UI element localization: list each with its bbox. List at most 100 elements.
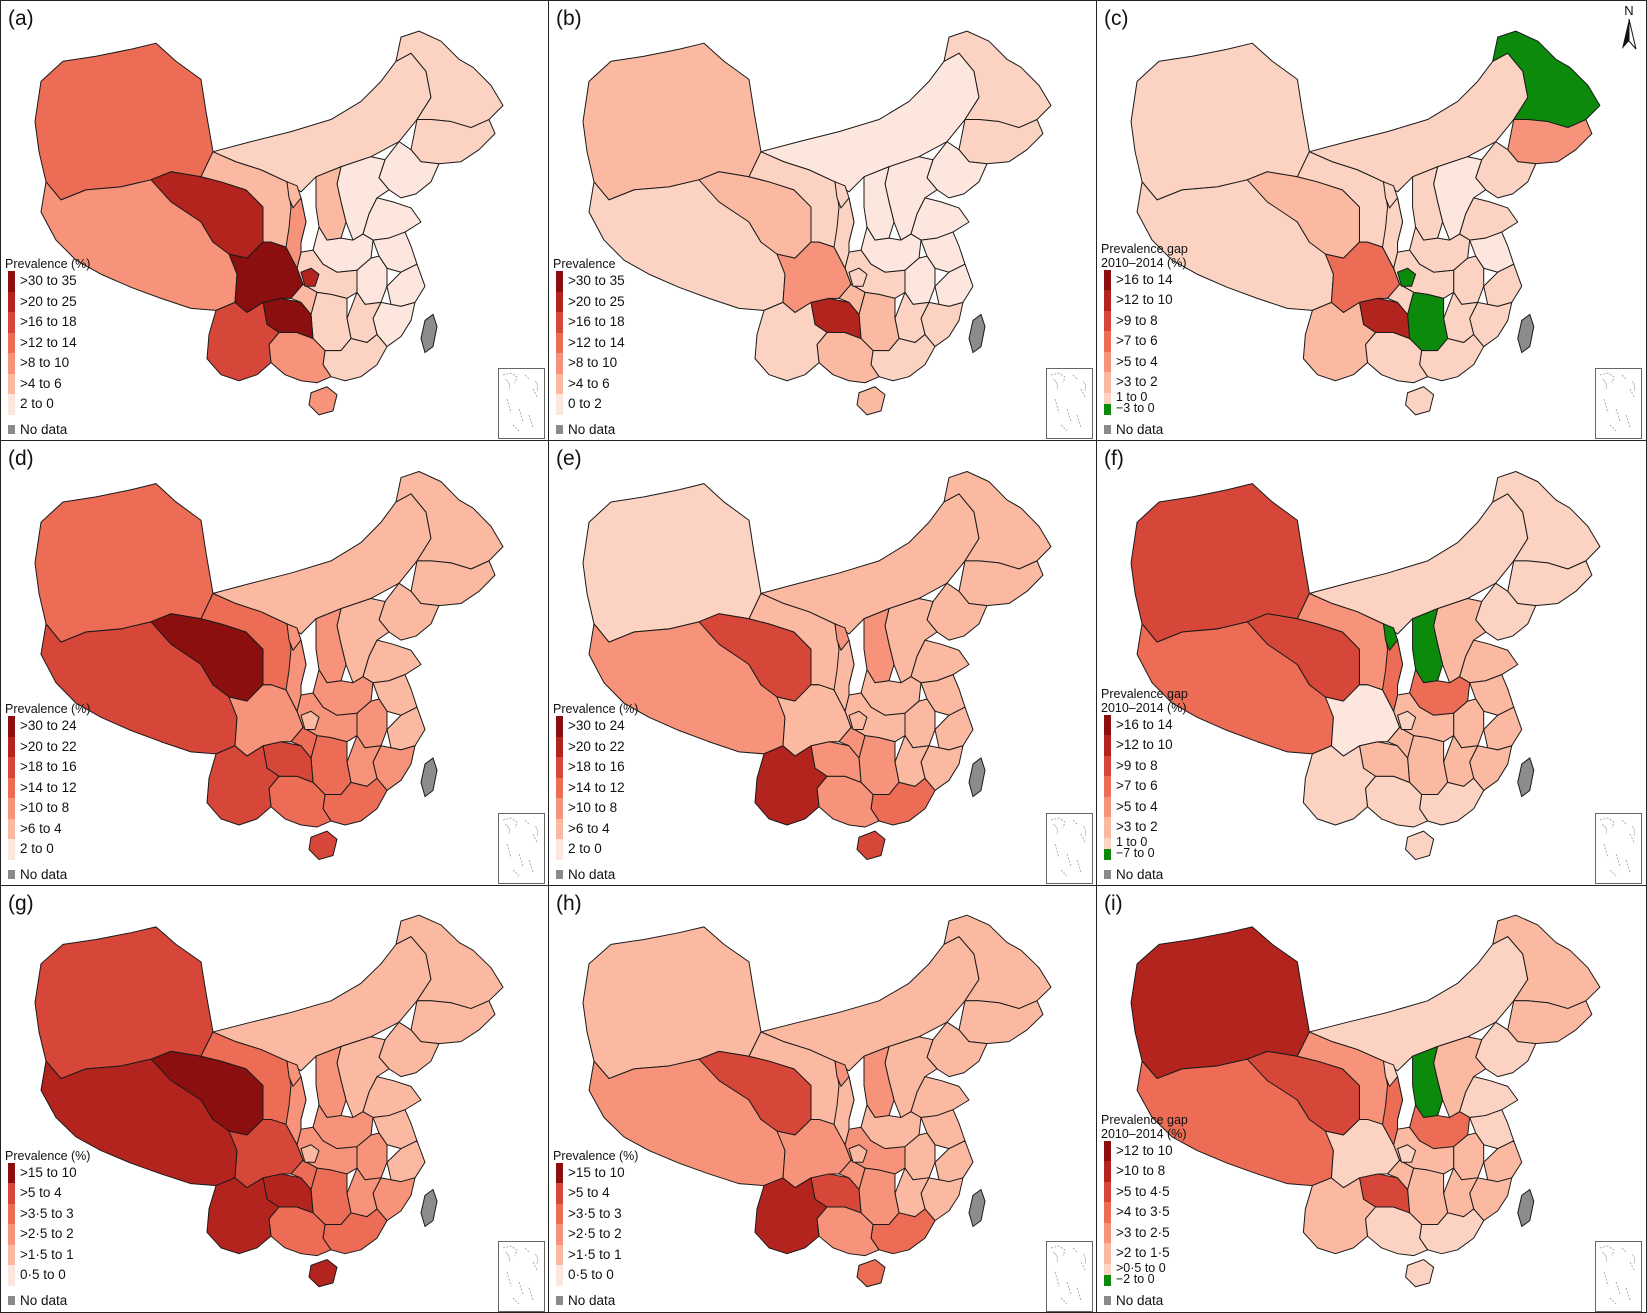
inset-map-icon xyxy=(1050,372,1087,432)
province-shanxi xyxy=(1412,608,1444,684)
legend-swatch xyxy=(1104,269,1111,290)
legend-swatch xyxy=(1104,817,1111,838)
legend-swatch xyxy=(8,425,15,434)
legend-label: No data xyxy=(1116,867,1164,882)
south-china-sea-inset xyxy=(498,368,545,439)
legend-item: No data xyxy=(1101,415,1188,437)
legend-item: >3 to 2·5 xyxy=(1101,1222,1188,1243)
china-choropleth-map xyxy=(582,30,1052,416)
province-chongqing xyxy=(1387,1159,1415,1190)
legend-item: 0 to 2 xyxy=(553,394,616,415)
legend-label: >20 to 22 xyxy=(568,738,625,754)
legend-swatch xyxy=(1104,331,1111,352)
legend-swatch xyxy=(556,1162,563,1183)
panel-label: (c) xyxy=(1104,7,1129,30)
legend-swatch xyxy=(8,716,15,737)
province-taiwan xyxy=(1517,757,1535,798)
legend-item: >30 to 24 xyxy=(553,716,638,737)
legend-swatch xyxy=(556,716,563,737)
legend-swatch xyxy=(8,312,15,333)
legend-item: −7 to 0 xyxy=(1101,846,1188,860)
province-chongqing xyxy=(290,283,318,315)
legend-item: 2 to 0 xyxy=(5,394,90,415)
legend-swatch xyxy=(8,271,15,292)
province-taiwan xyxy=(420,313,438,354)
legend-swatch xyxy=(8,870,15,879)
legend-label: >20 to 25 xyxy=(20,293,77,309)
legend-swatch xyxy=(8,353,15,374)
map-panel-7: (g) Prevalence (%) >15 to 10 >5 to 4 >3·5 to… xyxy=(0,885,550,1313)
province-shanxi xyxy=(315,608,347,684)
legend-label: −3 to 0 xyxy=(1116,400,1155,415)
legend-swatch xyxy=(8,839,15,860)
legend-swatch xyxy=(8,1183,15,1204)
legend-swatch xyxy=(1104,403,1111,415)
legend-swatch xyxy=(1104,425,1111,434)
legend-label: >2 to 1·5 xyxy=(1116,1245,1170,1260)
province-hotspot xyxy=(300,1144,320,1163)
south-china-sea-inset xyxy=(1046,368,1093,439)
map-panel-9: (i) Prevalence gap 2010–2014 (%) >12 to 10 >… xyxy=(1096,885,1647,1313)
legend-item: >4 to 6 xyxy=(5,373,90,394)
province-zhejiang xyxy=(1483,706,1523,751)
legend-swatch xyxy=(556,1183,563,1204)
province-shanxi xyxy=(1412,166,1444,241)
province-jilin xyxy=(410,119,496,165)
province-taiwan xyxy=(968,757,986,798)
legend-label: >5 to 4 xyxy=(568,1185,610,1200)
legend-swatch xyxy=(556,1296,563,1305)
legend-label: No data xyxy=(1116,1293,1164,1308)
legend-swatch xyxy=(1104,392,1111,404)
china-choropleth-map xyxy=(34,30,504,416)
province-ningxia xyxy=(834,623,850,651)
legend-label: >6 to 4 xyxy=(568,820,610,836)
province-taiwan xyxy=(1517,313,1535,354)
legend-label: >18 to 16 xyxy=(568,759,625,774)
legend-item: >20 to 22 xyxy=(5,736,90,757)
legend-item: No data xyxy=(553,415,616,437)
map-panel-1: (a) Prevalence (%) >30 to 35 >20 to 25 >16 t… xyxy=(0,0,550,442)
legend-title: Prevalence gap xyxy=(1101,241,1188,256)
legend-item: >16 to 18 xyxy=(5,312,90,333)
legend-swatch xyxy=(1104,351,1111,372)
legend: Prevalence gap 2010–2014 (%) >16 to 14 >12 … xyxy=(1101,241,1188,437)
legend-item: >3·5 to 3 xyxy=(553,1203,638,1224)
province-ningxia xyxy=(286,623,302,651)
legend-label: >16 to 14 xyxy=(1116,271,1173,287)
legend-item: >4 to 3·5 xyxy=(1101,1202,1188,1223)
legend-label: 2 to 0 xyxy=(568,841,602,856)
legend-label: No data xyxy=(1116,422,1164,437)
legend-swatch xyxy=(1104,1296,1111,1305)
legend-label: >12 to 14 xyxy=(568,334,625,350)
legend-label: >9 to 8 xyxy=(1116,312,1158,328)
legend-label: 0·5 to 0 xyxy=(568,1267,614,1282)
legend-label: >16 to 14 xyxy=(1116,716,1173,732)
north-arrow-icon: N xyxy=(1622,3,1637,50)
north-label: N xyxy=(1624,3,1633,18)
legend-swatch xyxy=(8,1244,15,1265)
legend-item: >30 to 35 xyxy=(5,271,90,292)
legend-label: 2 to 0 xyxy=(20,396,54,411)
legend-swatch xyxy=(556,332,563,353)
legend-label: 1 to 0 xyxy=(1116,389,1148,404)
legend-item: >16 to 18 xyxy=(553,312,625,333)
legend-item: >3·5 to 3 xyxy=(5,1203,90,1224)
legend-label: >5 to 4 xyxy=(1116,798,1158,814)
legend-label: 0 to 2 xyxy=(568,396,602,411)
legend-item: >5 to 4 xyxy=(553,1183,638,1204)
legend-item: >15 to 10 xyxy=(5,1162,90,1183)
china-choropleth-map xyxy=(1130,30,1601,416)
legend-item: 0·5 to 0 xyxy=(5,1265,90,1286)
south-china-sea-inset xyxy=(1595,1241,1642,1312)
legend-label: >12 to 14 xyxy=(20,334,77,350)
province-ningxia xyxy=(834,181,850,209)
legend-label: >5 to 4 xyxy=(1116,353,1158,369)
legend-swatch xyxy=(1104,1140,1111,1161)
legend-item: >15 to 10 xyxy=(553,1162,638,1183)
province-taiwan xyxy=(420,1188,438,1228)
province-jilin xyxy=(1507,560,1593,607)
china-choropleth-map xyxy=(1130,914,1601,1288)
legend-item: >10 to 8 xyxy=(1101,1161,1188,1182)
legend-label: >12 to 10 xyxy=(1116,1142,1173,1158)
legend-swatch xyxy=(8,1162,15,1183)
